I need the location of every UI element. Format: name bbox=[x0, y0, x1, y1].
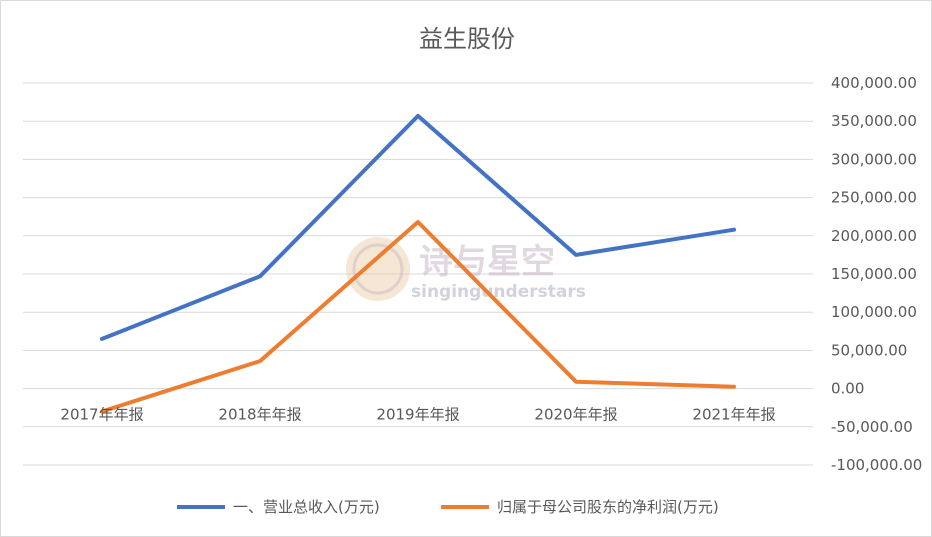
gridlines bbox=[23, 82, 813, 466]
y-tick-label: 200,000.00 bbox=[831, 227, 917, 245]
y-tick-label: -100,000.00 bbox=[831, 456, 922, 474]
x-tick-label: 2020年年报 bbox=[534, 406, 617, 424]
watermark-subtitle: singingunderstars bbox=[411, 282, 586, 302]
y-axis-tick-labels: 400,000.00 350,000.00 300,000.00 250,000.00… bbox=[831, 74, 922, 474]
y-tick-label: 150,000.00 bbox=[831, 265, 917, 283]
legend: 一、营业总收入(万元) 归属于母公司股东的净利润(万元) bbox=[177, 498, 719, 516]
watermark-badge-icon bbox=[346, 237, 410, 301]
legend-label-1: 一、营业总收入(万元) bbox=[233, 498, 380, 516]
chart-title: 益生股份 bbox=[419, 25, 515, 53]
x-tick-label: 2021年年报 bbox=[692, 406, 775, 424]
series-lines bbox=[100, 113, 736, 414]
watermark-ring-icon bbox=[352, 243, 404, 295]
watermark-title: 诗与星空 bbox=[419, 242, 555, 282]
y-tick-label: 50,000.00 bbox=[831, 341, 907, 359]
y-tick-label: 300,000.00 bbox=[831, 150, 917, 168]
y-tick-label: 400,000.00 bbox=[831, 74, 917, 92]
x-tick-label: 2018年年报 bbox=[218, 406, 301, 424]
y-tick-label: 0.00 bbox=[831, 380, 864, 398]
y-tick-label: 350,000.00 bbox=[831, 112, 917, 130]
y-tick-label: 100,000.00 bbox=[831, 303, 917, 321]
watermark: 诗与星空 singingunderstars bbox=[346, 237, 586, 302]
y-tick-label: 250,000.00 bbox=[831, 189, 917, 207]
x-tick-label: 2017年年报 bbox=[60, 406, 143, 424]
y-tick-label: -50,000.00 bbox=[831, 418, 913, 436]
legend-label-2: 归属于母公司股东的净利润(万元) bbox=[497, 498, 719, 516]
x-tick-label: 2019年年报 bbox=[376, 406, 459, 424]
x-axis-tick-labels: 2017年年报 2018年年报 2019年年报 2020年年报 2021年年报 bbox=[60, 406, 775, 424]
series-line-1 bbox=[100, 113, 736, 341]
series-line-2 bbox=[100, 220, 736, 414]
